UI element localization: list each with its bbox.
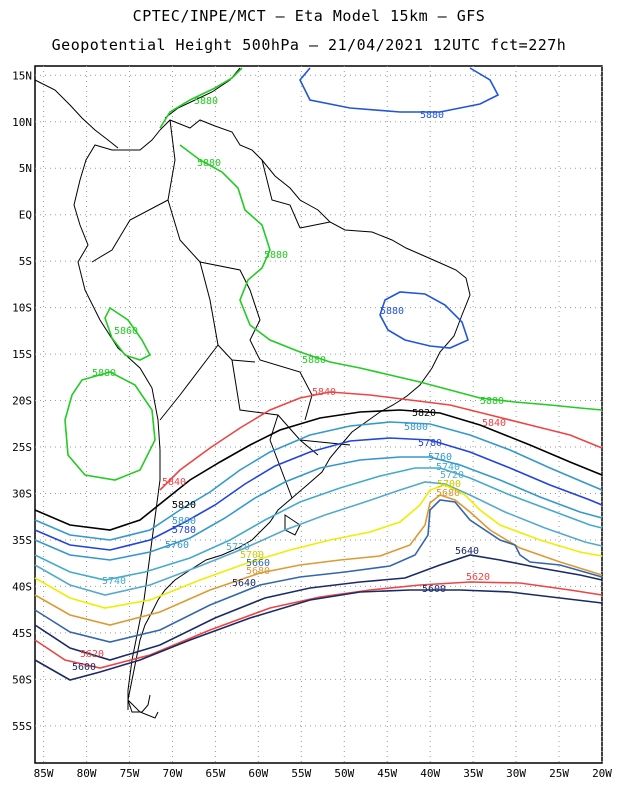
label-5760-a: 5760 [428,452,452,463]
central-america-coastline [34,79,119,149]
contour-5780 [34,437,603,551]
lat-tick-label: EQ [19,209,32,222]
label-5620-a: 5620 [466,572,490,583]
lon-tick-label: 25W [549,767,569,780]
label-5620-b: 5620 [80,649,104,660]
pacific-coastline [73,129,161,710]
contour-5840 [159,391,603,491]
contour-5740 [34,467,603,581]
lon-tick-label: 50W [334,767,354,780]
contour-5880-main [179,144,603,411]
lat-tick-label: 5N [19,162,32,175]
contour-5600 [34,589,603,681]
lat-tick-label: 55S [12,720,32,733]
country-borders [91,119,351,499]
map-frame [34,65,603,764]
lat-tick-label: 50S [12,673,32,686]
contour-5700 [34,484,603,609]
coastlines [34,67,471,719]
lat-tick-label: 35S [12,534,32,547]
lat-tick-label: 15N [12,69,32,82]
label-5840-b: 5840 [482,418,506,429]
label-5840-c: 5840 [162,477,186,488]
contour-labels: 5880 5880 5880 5880 5880 5880 5880 5880 … [72,96,506,673]
lat-tick-label: 25S [12,441,32,454]
chart-title-line2: Geopotential Height 500hPa – 21/04/2021 … [51,36,567,54]
label-5700-a: 5700 [437,479,461,490]
contour-5760 [34,456,603,561]
contour-5820 [34,409,603,531]
label-5820-a: 5820 [412,408,436,419]
contour-5680 [34,494,603,626]
lat-tick-label: 10S [12,302,32,315]
label-5880-blue-a: 5880 [420,110,444,121]
label-5880-d: 5880 [302,355,326,366]
label-5600-a: 5600 [422,584,446,595]
lat-tick-label: 40S [12,580,32,593]
label-5640-a: 5640 [455,546,479,557]
lon-tick-label: 85W [34,767,54,780]
label-5660: 5660 [246,558,270,569]
label-5720-a: 5720 [440,470,464,481]
patagonia-islands [127,514,301,719]
chart-title-line1: CPTEC/INPE/MCT – Eta Model 15km – GFS [132,7,486,25]
lon-tick-label: 80W [77,767,97,780]
contour-5880-north [159,67,243,129]
label-5760-b: 5760 [165,540,189,551]
label-5820-b: 5820 [172,500,196,511]
lon-tick-label: 35W [463,767,483,780]
lon-tick-label: 40W [420,767,440,780]
north-coast [164,67,241,119]
lon-tick-label: 60W [248,767,268,780]
label-5880-e: 5880 [480,396,504,407]
lon-tick-label: 45W [377,767,397,780]
contour-5800 [34,421,603,541]
label-5800-b: 5800 [172,516,196,527]
label-5640-b: 5640 [232,578,256,589]
label-5700-b: 5700 [240,550,264,561]
label-5860: 5860 [114,326,138,337]
label-5600-b: 5600 [72,662,96,673]
contour-5720 [34,481,603,596]
contour-5640 [34,554,603,661]
lat-tick-label: 30S [12,487,32,500]
label-5880-blue-b: 5880 [380,306,404,317]
lat-tick-label: 5S [19,255,32,268]
map-grid [35,66,603,763]
lon-tick-label: 75W [120,767,140,780]
lat-tick-label: 20S [12,395,32,408]
label-5800-a: 5800 [404,422,428,433]
label-5880-b: 5880 [197,158,221,169]
lon-tick-label: 30W [506,767,526,780]
contour-5880-ne-brazil [379,291,469,349]
lon-tick-label: 55W [291,767,311,780]
label-5680-a: 5680 [436,488,460,499]
label-5720-b: 5720 [226,542,250,553]
label-5880-a: 5880 [194,96,218,107]
label-5880-c: 5880 [264,250,288,261]
label-5740-a: 5740 [436,462,460,473]
label-5680-b: 5680 [246,566,270,577]
contour-5660 [34,499,603,643]
label-5780-a: 5780 [418,438,442,449]
contours [34,67,603,681]
lon-tick-label: 20W [592,767,612,780]
contour-5620 [34,581,603,669]
label-5840-a: 5840 [312,387,336,398]
label-5880-f: 5880 [92,368,116,379]
contour-5880-atlantic-north [299,67,500,113]
axis-ticks: 85W 80W 75W 70W 65W 60W 55W 50W 45W 40W 35W 30W 25W 2… [12,69,612,780]
contour-5880-pacific [64,371,156,481]
south-america-coastline [127,119,471,713]
label-5780-b: 5780 [172,525,196,536]
lon-tick-label: 70W [163,767,183,780]
lat-tick-label: 10N [12,116,32,129]
label-5740-b: 5740 [102,576,126,587]
lat-tick-label: 45S [12,627,32,640]
lat-tick-label: 15S [12,348,32,361]
lon-tick-label: 65W [205,767,225,780]
contour-5880-andes [104,306,152,361]
